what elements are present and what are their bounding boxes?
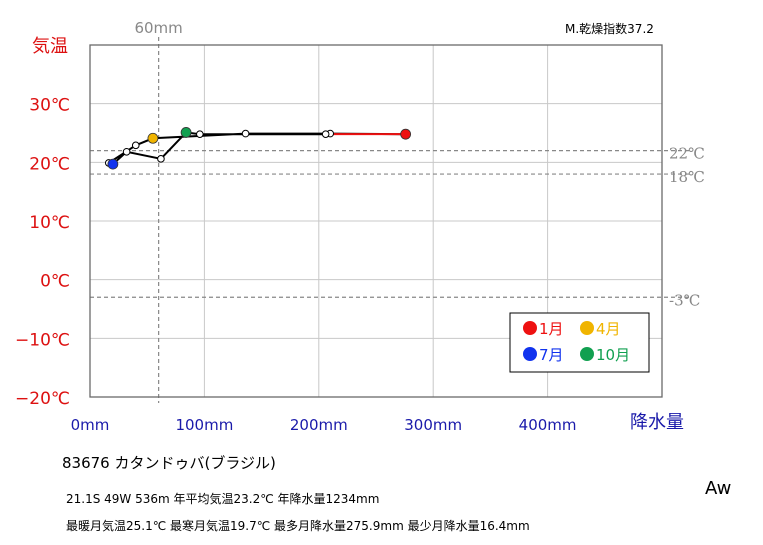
legend-marker-1 [523,321,537,335]
x-tick-label: 100mm [175,416,233,434]
legend: 1月 4月 7月 10月 [509,312,650,373]
climate-class: Aw [705,478,732,499]
y-tick-label: −10℃ [15,330,70,350]
x-tick-label: 200mm [290,416,348,434]
month-point-7 [107,158,119,170]
dryness-index: M.乾燥指数37.2 [565,21,654,36]
station-title: 83676 カタンドゥバ(ブラジル) [62,454,276,472]
grid-lines [90,45,662,397]
x-axis-label: 降水量 [630,412,684,433]
reference-lines: 22℃ 18℃ -3℃ 60mm [90,19,705,403]
ref-label-temp: 18℃ [669,168,705,186]
x-tick-label: 0mm [71,416,110,434]
x-tick-label: 300mm [404,416,462,434]
y-tick-label: 20℃ [29,154,70,174]
legend-label-7: 7月 [539,346,564,364]
month-point-1 [400,128,412,140]
month-point-8 [122,147,131,156]
month-point-9 [157,155,165,163]
legend-marker-10 [580,347,594,361]
y-axis-ticks: 30℃ 20℃ 10℃ 0℃ −10℃ −20℃ [15,96,70,409]
plot-frame [89,44,663,398]
month-point-11 [196,130,204,138]
ref-label-precip: 60mm [134,19,182,37]
legend-label-1: 1月 [539,320,564,338]
legend-label-10: 10月 [596,346,630,364]
climate-series [104,127,412,170]
month-point-10 [180,127,192,138]
station-line2: 最暖月気温25.1℃ 最寒月気温19.7℃ 最多月降水量275.9mm 最少月降… [66,519,530,533]
ref-label-temp: 22℃ [669,145,705,163]
x-tick-label: 400mm [519,416,577,434]
month-point-12 [321,130,330,138]
y-tick-label: 0℃ [40,272,70,292]
legend-marker-4 [580,321,594,335]
legend-label-4: 4月 [596,320,621,338]
y-tick-label: 10℃ [29,213,70,233]
y-axis-label: 気温 [32,36,68,57]
legend-marker-7 [523,347,537,361]
station-line1: 21.1S 49W 536m 年平均気温23.2℃ 年降水量1234mm [66,492,380,506]
y-tick-label: 30℃ [29,96,70,116]
y-tick-label: −20℃ [15,389,70,409]
month-point-5 [131,141,140,150]
month-point-4 [147,132,159,144]
ref-label-temp: -3℃ [669,291,700,309]
month-point-3 [241,129,250,138]
x-axis-ticks: 0mm 100mm 200mm 300mm 400mm [71,416,577,434]
